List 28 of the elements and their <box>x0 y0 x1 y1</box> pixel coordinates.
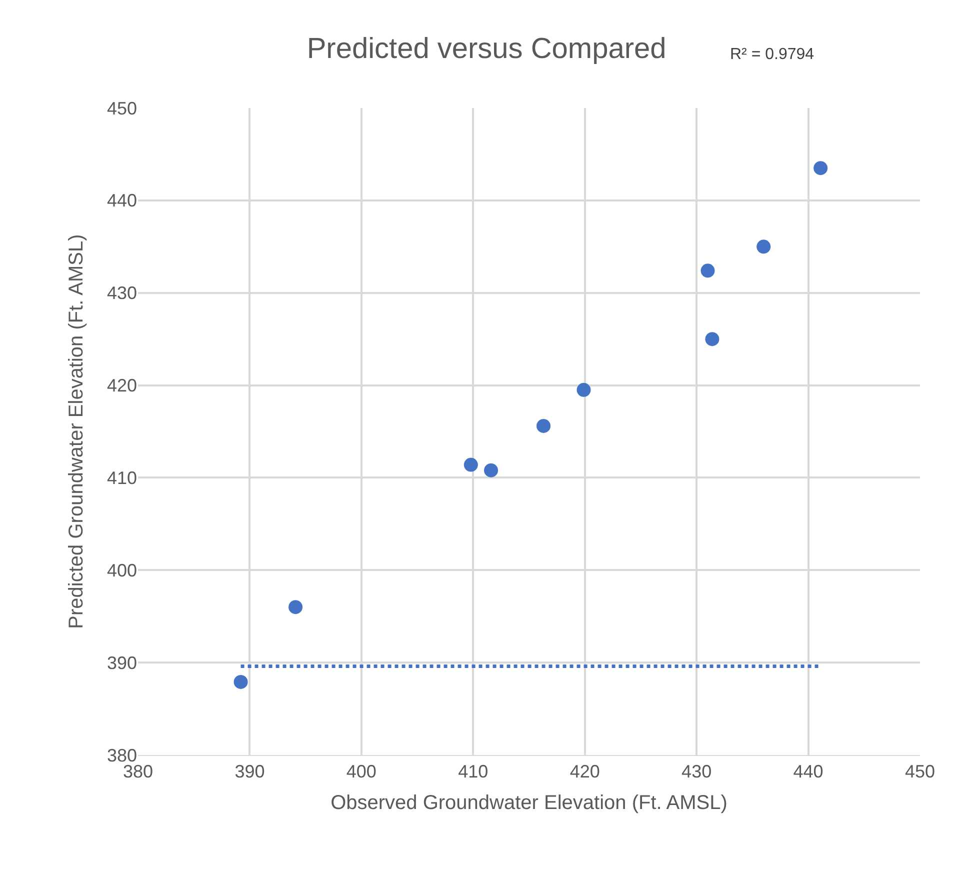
x-tick-label: 450 <box>904 762 936 782</box>
y-axis-title: Predicted Groundwater Elevation (Ft. AMSL) <box>65 234 88 629</box>
point <box>288 600 303 614</box>
x-axis-title: Observed Groundwater Elevation (Ft. AMSL) <box>330 792 728 814</box>
point <box>536 418 551 433</box>
y-tick-label: 390 <box>106 652 137 673</box>
y-tick-label: 400 <box>106 560 137 580</box>
point <box>576 382 591 397</box>
point <box>234 674 248 689</box>
point <box>756 240 771 254</box>
y-tick-label: 410 <box>106 468 137 488</box>
y-tick-label: 430 <box>106 283 137 304</box>
y-tick-label: 420 <box>106 376 137 396</box>
x-tick-label: 400 <box>346 762 376 782</box>
chart-title: Predicted versus Compared <box>306 32 666 65</box>
point <box>700 264 715 278</box>
x-tick-label: 440 <box>793 762 824 782</box>
point <box>705 332 720 346</box>
y-tick-label: 450 <box>106 98 137 118</box>
x-tick-label: 390 <box>234 762 265 782</box>
point <box>814 161 828 176</box>
point <box>484 463 498 478</box>
x-tick-label: 420 <box>570 762 600 782</box>
x-tick-label: 410 <box>458 762 488 782</box>
y-tick-label: 440 <box>106 190 137 211</box>
point <box>464 458 478 472</box>
text: R² = 0.9794 <box>730 46 814 63</box>
x-tick-label: 430 <box>682 762 712 782</box>
